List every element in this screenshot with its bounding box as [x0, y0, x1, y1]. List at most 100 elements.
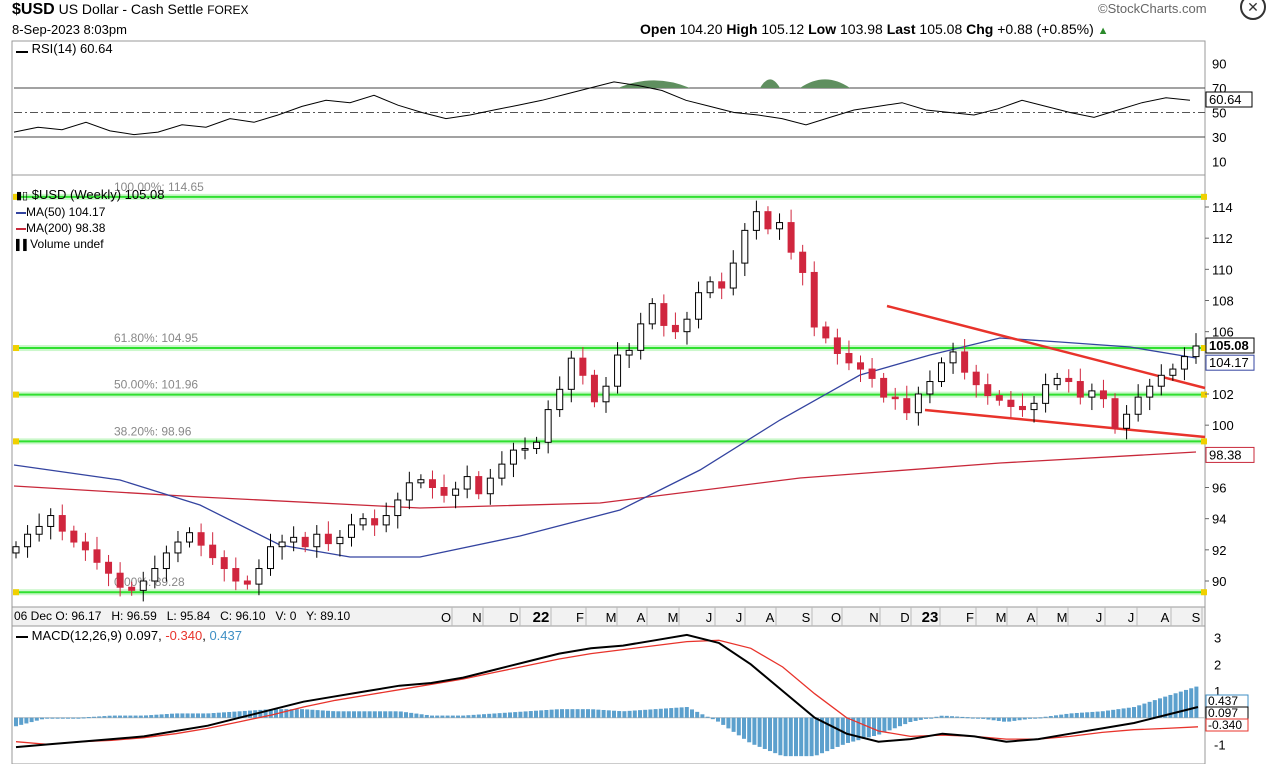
ma200-line: [13, 451, 1197, 509]
macd-hist-bar: [357, 711, 362, 718]
macd-hist-bar: [289, 709, 294, 718]
macd-hist-bar: [45, 717, 50, 719]
macd-hist-bar: [924, 717, 928, 719]
macd-hist-bar: [1184, 689, 1188, 718]
macd-tick-label: 3: [1214, 631, 1221, 646]
macd-hist-bar: [778, 717, 783, 756]
legend-volume: ▌▌Volume undef: [16, 237, 104, 251]
macd-tick-label: 2: [1214, 657, 1221, 672]
fib-handle-left: [13, 438, 19, 445]
macd-hist-bar: [695, 711, 700, 718]
candle-body: [614, 354, 622, 387]
macd-hist-bar: [560, 709, 564, 718]
macd-hist-bar: [970, 717, 975, 719]
macd-hist-bar: [294, 709, 299, 718]
candle-body: [509, 449, 517, 465]
candle-body: [776, 222, 784, 230]
macd-hist-bar: [66, 717, 70, 719]
ma50-badge-box: [1205, 354, 1255, 371]
candle-body: [463, 476, 471, 490]
x-axis-label: N: [869, 610, 878, 625]
chart-date: 8-Sep-2023 8:03pm: [12, 22, 127, 37]
candle-body: [706, 281, 714, 294]
macd-hist-bar: [118, 715, 122, 718]
macd-panel-frame: [11, 625, 1206, 764]
macd-hist-bar: [206, 713, 211, 718]
candle-body: [984, 384, 992, 397]
macd-hist-bar: [690, 709, 694, 718]
macd-hist-bar: [430, 715, 434, 718]
macd-hist-bar: [705, 716, 710, 718]
macd-hist-bar: [846, 717, 850, 743]
candle-body: [1053, 377, 1061, 386]
price-tick-label: 102: [1212, 387, 1234, 402]
close-icon[interactable]: ✕: [1240, 0, 1266, 20]
price-tick-label: 110: [1212, 262, 1233, 277]
macd-hist-bar: [955, 716, 960, 718]
macd-hist-bar: [476, 714, 481, 718]
candle-body: [1088, 390, 1096, 398]
x-axis-label: A: [1027, 610, 1036, 625]
candle-body: [625, 349, 633, 356]
macd-hist-bar: [60, 717, 65, 719]
macd-hist-bar: [684, 707, 689, 718]
price-legend: ▮▯ $USD (Weekly) 105.08 MA(50) 104.17 MA…: [16, 187, 164, 254]
macd-hist-bar: [747, 717, 752, 743]
rsi-legend: RSI(14) 60.64: [16, 41, 113, 56]
macd-hist-bar: [482, 714, 486, 718]
fib-label: 50.00%: 101.96: [114, 378, 198, 392]
macd-hist-bar: [133, 715, 138, 718]
x-axis-label: D: [509, 610, 518, 625]
candle-body: [486, 477, 494, 495]
candle-body: [1042, 384, 1050, 404]
macd-hist-bar: [112, 715, 117, 718]
candle-body: [937, 362, 945, 383]
candle-body: [12, 546, 20, 554]
macd-hist-bar: [586, 709, 590, 718]
macd-hist-bar: [440, 715, 445, 718]
legend-ma200: MA(200) 98.38: [16, 220, 164, 236]
candle-body: [475, 476, 483, 495]
macd-hist-bar: [622, 711, 627, 718]
rsi-tick-label: 10: [1212, 155, 1226, 170]
macd-hist-bar: [1111, 709, 1116, 718]
macd-hist-bar: [258, 709, 263, 718]
candle-body: [394, 499, 402, 517]
candle-body: [267, 546, 275, 570]
x-axis-label: J: [706, 610, 713, 625]
macd-hist-bar: [81, 717, 86, 719]
candle-body: [371, 518, 379, 526]
candle-body: [637, 323, 645, 351]
macd-hist-bar: [1142, 703, 1147, 718]
price-tick-label: 94: [1212, 512, 1226, 527]
macd-hist-bar: [700, 714, 705, 718]
macd-hist-bar: [211, 713, 216, 718]
macd-hist-bar: [898, 717, 902, 727]
macd-hist-bar: [326, 710, 330, 718]
x-axis-label: D: [900, 610, 909, 625]
macd-hist-bar: [1106, 710, 1110, 718]
ma50-line: [13, 337, 1197, 558]
macd-hist-bar: [175, 713, 180, 718]
candle-body: [139, 580, 147, 591]
x-axis-label: S: [1192, 610, 1201, 625]
macd-hist-bar: [726, 717, 731, 729]
macd-hist-bar: [757, 717, 762, 747]
rsi-tick-label: 30: [1212, 130, 1226, 145]
macd-hist-bar: [149, 715, 154, 718]
macd-hist-bar: [1121, 708, 1126, 718]
macd-hist-bar: [612, 710, 616, 718]
macd-hist-bar: [456, 715, 460, 718]
candle-body: [567, 357, 575, 390]
macd-hist-bar: [539, 710, 544, 718]
symbol: $USD: [12, 1, 55, 18]
macd-hist-bar: [331, 711, 336, 718]
macd-hist-bar: [731, 717, 736, 732]
candle-body: [799, 251, 807, 273]
candle-body: [1076, 381, 1084, 398]
candle-body: [787, 222, 795, 253]
fib-label: 100.00%: 114.65: [114, 180, 204, 194]
macd-hist-bar: [201, 713, 206, 718]
volume-icon: ▌▌: [16, 240, 31, 251]
macd-hist-bar: [159, 714, 164, 718]
